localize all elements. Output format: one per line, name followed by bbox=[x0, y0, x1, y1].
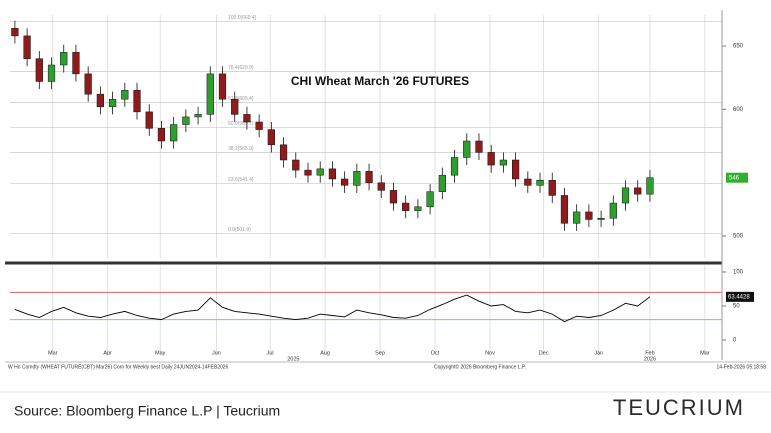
candle-body bbox=[402, 202, 410, 211]
fib-label: 61.8(605.4) bbox=[228, 96, 254, 102]
x-tick-label: Dec bbox=[539, 350, 549, 356]
x-tick-label: Jul bbox=[267, 350, 274, 356]
x-tick-label: May bbox=[155, 350, 166, 356]
footer-right: 14-Feb-2026 05:18:58 bbox=[717, 364, 767, 370]
x-tick-label: Nov bbox=[485, 350, 495, 356]
candle-body bbox=[84, 73, 92, 95]
footer-center: Copyright© 2026 Bloomberg Finance L.P. bbox=[434, 363, 526, 370]
candle-body bbox=[11, 28, 19, 37]
year-label: 2025 bbox=[287, 356, 299, 362]
x-tick-label: Jan bbox=[594, 350, 603, 356]
last-price-box bbox=[726, 172, 748, 183]
candle-body bbox=[511, 159, 520, 180]
candle-body bbox=[536, 180, 544, 186]
candle-body bbox=[585, 211, 593, 220]
candle-body bbox=[463, 140, 471, 158]
x-tick-label: Jun bbox=[212, 350, 221, 356]
source-note: Source: Bloomberg Finance L.P | Teucrium bbox=[14, 403, 280, 419]
x-tick-label: Apr bbox=[103, 350, 112, 356]
candle-body bbox=[108, 98, 117, 108]
fib-label: 100.0(669.4) bbox=[228, 15, 257, 21]
fib-label: 23.6(541.4) bbox=[228, 177, 254, 183]
candle-body bbox=[438, 174, 446, 192]
candle-body bbox=[377, 182, 385, 191]
candle-body bbox=[499, 159, 508, 166]
footer-left: W Ho Comdty (WHEAT FUTURE(CBT) Mar26) Co… bbox=[8, 364, 229, 370]
chart-title: CHI Wheat March '26 FUTURES bbox=[291, 74, 469, 88]
candle-body bbox=[475, 140, 483, 153]
x-tick-label: Mar bbox=[700, 350, 710, 356]
plot: 546 63.4428 bbox=[11, 20, 754, 323]
candle-body bbox=[194, 114, 202, 118]
fib-label: 0.0(501.9) bbox=[228, 227, 251, 233]
candle-body bbox=[279, 144, 288, 161]
candle-body bbox=[304, 169, 312, 176]
candle-body bbox=[23, 35, 31, 59]
candle-body bbox=[597, 217, 605, 220]
candle-body bbox=[47, 64, 56, 82]
fib-label: 50.0(585.7) bbox=[228, 121, 254, 127]
candle-body bbox=[328, 168, 337, 180]
grid: 100.0(669.4) 76.4(629.9) 61.8(605.4) 50.0(5… bbox=[10, 15, 744, 362]
rsi-line bbox=[14, 294, 651, 323]
rsi-last-label: 63.4428 bbox=[728, 294, 750, 300]
y-tick-label: 50 bbox=[733, 304, 740, 310]
candle-body bbox=[634, 187, 642, 195]
candle-body bbox=[609, 202, 617, 219]
candle-body bbox=[60, 52, 68, 66]
candle-body bbox=[365, 171, 373, 184]
candle-body bbox=[170, 124, 178, 142]
candle-body bbox=[72, 52, 80, 75]
candle-body bbox=[353, 171, 361, 186]
candle-body bbox=[218, 73, 227, 100]
candle-body bbox=[255, 121, 263, 130]
x-tick-label: Sep bbox=[375, 350, 385, 356]
candle-body bbox=[96, 93, 104, 108]
candle-body bbox=[573, 211, 581, 224]
x-tick-label: Oct bbox=[431, 350, 440, 356]
candle-body bbox=[145, 111, 153, 129]
candle-body bbox=[487, 152, 495, 166]
candle-body bbox=[121, 90, 129, 100]
candle-body bbox=[292, 159, 300, 171]
candle-body bbox=[35, 58, 43, 82]
candle-body bbox=[157, 128, 166, 142]
fib-label: 38.2(565.9) bbox=[228, 146, 254, 152]
candle-body bbox=[267, 129, 275, 146]
candle-body bbox=[182, 116, 190, 125]
candle-body bbox=[646, 177, 654, 195]
candle-body bbox=[548, 180, 556, 196]
candle-body bbox=[426, 191, 434, 208]
year-label: 2026 bbox=[644, 356, 656, 362]
logo: TEUCRIUM bbox=[613, 395, 745, 420]
candle-body bbox=[231, 98, 239, 115]
candle-body bbox=[524, 178, 532, 186]
y-tick-label: 650 bbox=[733, 44, 744, 50]
candle-body bbox=[560, 195, 569, 224]
x-tick-label: Aug bbox=[320, 350, 330, 356]
candle-body bbox=[206, 73, 214, 115]
last-price-label: 546 bbox=[729, 175, 740, 181]
candle-body bbox=[316, 168, 324, 176]
y-tick-label: 600 bbox=[733, 107, 744, 113]
candle-body bbox=[133, 90, 141, 113]
x-tick-label: Feb bbox=[645, 350, 654, 356]
candle-body bbox=[450, 157, 459, 176]
rsi-last-box bbox=[726, 291, 754, 302]
x-tick-label: Mar bbox=[48, 350, 58, 356]
y-tick-label: 0 bbox=[733, 338, 737, 344]
fib-label: 76.4(629.9) bbox=[228, 65, 254, 71]
candle-body bbox=[621, 187, 630, 204]
candle-body bbox=[389, 190, 398, 204]
y-tick-label: 500 bbox=[733, 234, 744, 240]
candle-body bbox=[243, 114, 251, 123]
y-tick-label: 100 bbox=[733, 270, 744, 276]
candle-body bbox=[341, 178, 349, 186]
candle-body bbox=[414, 206, 422, 211]
